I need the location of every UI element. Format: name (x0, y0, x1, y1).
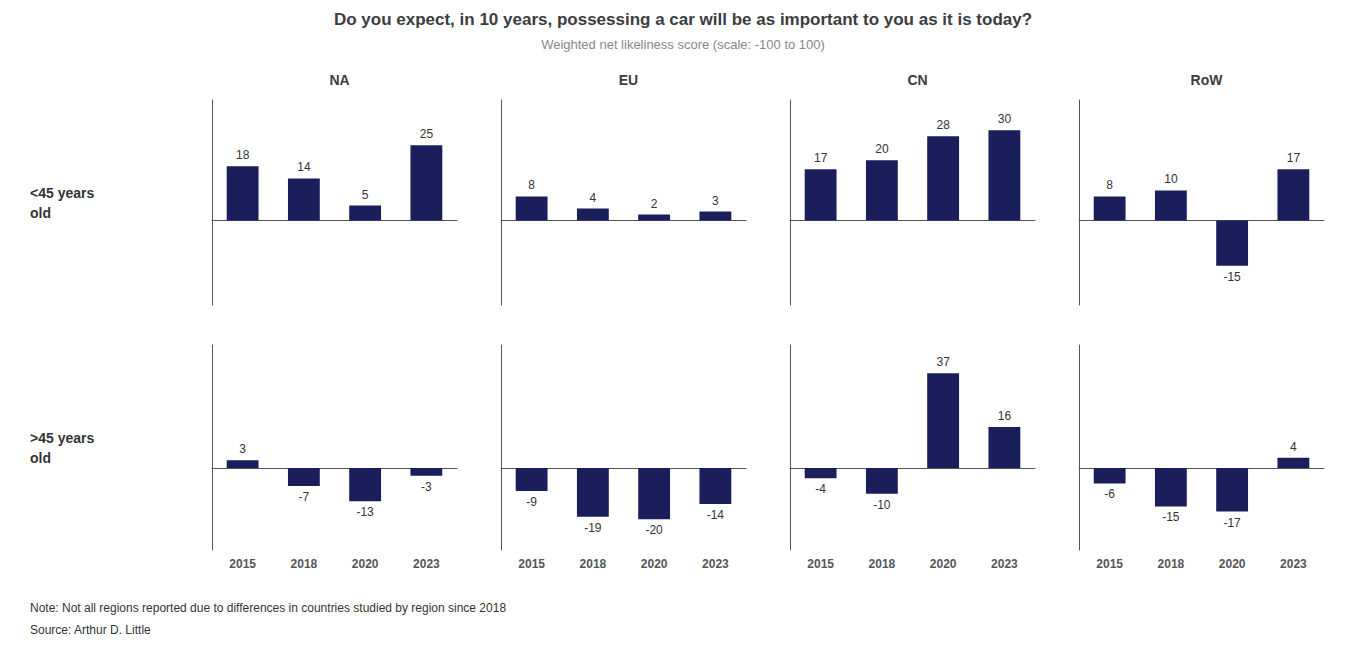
svg-text:18: 18 (236, 148, 250, 162)
svg-text:-3: -3 (421, 480, 432, 494)
svg-text:-10: -10 (873, 498, 891, 512)
svg-text:old: old (30, 450, 51, 466)
svg-text:2020: 2020 (930, 557, 957, 571)
svg-text:2015: 2015 (518, 557, 545, 571)
svg-text:Note: Not all regions reported: Note: Not all regions reported due to di… (30, 601, 506, 615)
svg-text:2: 2 (651, 197, 658, 211)
svg-text:>45 years: >45 years (30, 430, 94, 446)
svg-text:<45 years: <45 years (30, 185, 94, 201)
svg-text:37: 37 (936, 355, 950, 369)
svg-text:Do you expect, in 10 years, po: Do you expect, in 10 years, possessing a… (334, 10, 1032, 29)
svg-text:2020: 2020 (352, 557, 379, 571)
svg-text:-19: -19 (584, 521, 602, 535)
svg-text:8: 8 (1106, 178, 1113, 192)
svg-text:2018: 2018 (580, 557, 607, 571)
svg-text:NA: NA (329, 72, 349, 88)
svg-text:2015: 2015 (229, 557, 256, 571)
svg-text:2023: 2023 (1280, 557, 1307, 571)
svg-text:20: 20 (875, 142, 889, 156)
svg-text:2023: 2023 (991, 557, 1018, 571)
svg-text:2015: 2015 (807, 557, 834, 571)
svg-text:8: 8 (528, 178, 535, 192)
svg-text:17: 17 (1287, 151, 1301, 165)
svg-text:2023: 2023 (413, 557, 440, 571)
svg-text:3: 3 (239, 442, 246, 456)
svg-text:2018: 2018 (1158, 557, 1185, 571)
svg-text:-13: -13 (356, 505, 374, 519)
svg-text:4: 4 (590, 191, 597, 205)
svg-text:-14: -14 (707, 508, 725, 522)
svg-text:5: 5 (362, 188, 369, 202)
svg-text:RoW: RoW (1191, 72, 1224, 88)
svg-text:-9: -9 (526, 495, 537, 509)
svg-text:-15: -15 (1162, 510, 1180, 524)
svg-text:EU: EU (619, 72, 638, 88)
svg-text:-15: -15 (1223, 270, 1241, 284)
svg-text:2018: 2018 (869, 557, 896, 571)
svg-text:30: 30 (998, 112, 1012, 126)
svg-text:3: 3 (712, 194, 719, 208)
svg-text:-20: -20 (645, 523, 663, 537)
svg-text:2020: 2020 (641, 557, 668, 571)
svg-text:-17: -17 (1223, 516, 1241, 530)
svg-text:-6: -6 (1104, 487, 1115, 501)
svg-text:-7: -7 (299, 490, 310, 504)
svg-text:14: 14 (297, 160, 311, 174)
svg-text:2015: 2015 (1096, 557, 1123, 571)
svg-text:4: 4 (1290, 440, 1297, 454)
svg-text:old: old (30, 205, 51, 221)
svg-text:Source: Arthur D. Little: Source: Arthur D. Little (30, 623, 151, 637)
svg-text:2020: 2020 (1219, 557, 1246, 571)
svg-text:10: 10 (1164, 172, 1178, 186)
svg-text:-4: -4 (815, 482, 826, 496)
svg-text:CN: CN (907, 72, 927, 88)
svg-text:28: 28 (936, 118, 950, 132)
svg-text:17: 17 (814, 151, 828, 165)
svg-text:16: 16 (998, 409, 1012, 423)
svg-text:25: 25 (420, 127, 434, 141)
svg-text:2018: 2018 (291, 557, 318, 571)
svg-text:2023: 2023 (702, 557, 729, 571)
svg-text:Weighted net likeliness score: Weighted net likeliness score (scale: -1… (541, 37, 825, 52)
